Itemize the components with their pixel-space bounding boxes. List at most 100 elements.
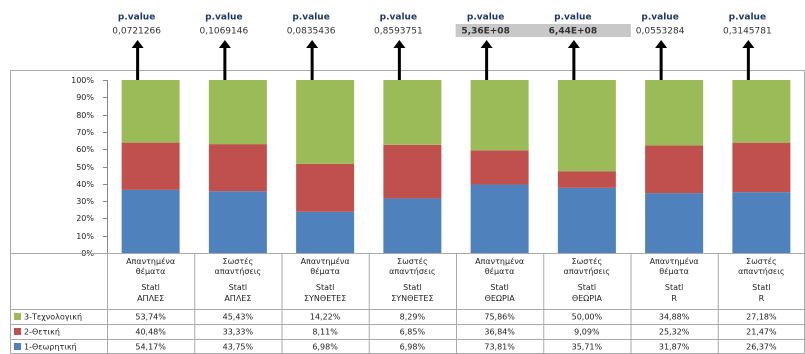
annotation-label: p.value: [205, 13, 242, 23]
bar-segment: [121, 80, 180, 143]
bar-segment: [470, 184, 529, 253]
category-label: Statl: [141, 283, 160, 292]
bar-segment: [557, 187, 616, 253]
category-label: Απαντημένα θέματα: [126, 257, 176, 276]
category-label: Σωστές απαντήσεις: [214, 257, 262, 276]
category-label: Statl: [315, 283, 335, 292]
category-label: ΑΠΛΕΣ: [224, 294, 252, 303]
table-value: 53,74%: [135, 313, 166, 322]
y-tick-label: 70%: [76, 128, 94, 137]
bar-segment: [208, 191, 267, 253]
table-value: 43,75%: [223, 343, 254, 352]
category-label: Σωστές απαντήσεις: [738, 257, 785, 276]
category-label: ΣΥΝΘΕΤΕΣ: [391, 294, 434, 303]
annotation-value: 0,3145781: [723, 27, 772, 37]
y-tick-label: 50%: [76, 163, 94, 172]
category-label: Απαντημένα θέματα: [475, 257, 525, 276]
legend-swatch: [14, 313, 21, 320]
bar-segment: [121, 142, 180, 190]
annotation-label: p.value: [729, 13, 766, 23]
annotation-highlight: [455, 24, 544, 37]
bar-segment: [296, 163, 355, 212]
annotation-value: 5,36E+08: [461, 27, 509, 37]
annotation-value: 6,44E+08: [549, 27, 597, 37]
arrow-head: [131, 40, 144, 48]
annotation-label: p.value: [467, 13, 504, 23]
table-value: 50,00%: [572, 313, 603, 322]
bar-segment: [470, 80, 529, 151]
category-label: R: [671, 294, 677, 303]
arrow-head: [480, 40, 493, 48]
bar-segment: [208, 80, 267, 145]
arrow-head: [655, 40, 668, 48]
category-label: Statl: [403, 283, 422, 292]
bar-segment: [296, 80, 355, 164]
category-label: Σωστές απαντήσεις: [389, 257, 436, 276]
bar-segment: [208, 144, 267, 192]
bar-segment: [732, 80, 791, 143]
legend-swatch: [14, 328, 21, 335]
annotation-value: 0,8593751: [374, 27, 423, 37]
arrow-head: [393, 40, 406, 48]
annotation-label: p.value: [292, 13, 329, 23]
arrow-head: [306, 40, 319, 48]
table-value: 35,71%: [572, 343, 603, 352]
bar-segment: [383, 80, 442, 145]
legend-label: 2-Θετική: [24, 328, 60, 337]
table-value: 36,84%: [484, 328, 515, 337]
annotation-label: p.value: [118, 13, 155, 23]
table-value: 26,37%: [746, 343, 777, 352]
category-label: Statl: [490, 283, 509, 292]
table-value: 54,17%: [135, 343, 166, 352]
bar-segment: [645, 145, 704, 194]
bar-segment: [645, 80, 704, 146]
table-value: 75,86%: [484, 313, 515, 322]
table-value: 25,32%: [659, 328, 690, 337]
bar-segment: [296, 211, 355, 253]
legend-label: 1-Θεωρητική: [24, 343, 77, 352]
bar-segment: [557, 171, 616, 188]
annotation-highlight: [542, 24, 631, 37]
category-label: Statl: [752, 283, 771, 292]
legend-swatch: [14, 343, 21, 350]
category-label: Απαντημένα θέματα: [300, 257, 350, 276]
annotation-value: 0,1069146: [200, 27, 249, 37]
category-label: Απαντημένα θέματα: [649, 257, 699, 276]
y-tick-label: 60%: [76, 145, 94, 154]
table-value: 6,85%: [400, 328, 426, 337]
table-value: 33,33%: [223, 328, 254, 337]
table-value: 45,43%: [223, 313, 254, 322]
bar-segment: [383, 198, 442, 253]
bar-segment: [645, 193, 704, 253]
category-label: ΣΥΝΘΕΤΕΣ: [303, 294, 347, 303]
arrow-head: [218, 40, 231, 48]
table-value: 31,87%: [659, 343, 690, 352]
table-value: 40,48%: [135, 328, 166, 337]
category-label: ΘΕΩΡΙΑ: [571, 294, 602, 303]
table-value: 9,09%: [574, 328, 600, 337]
annotation-label: p.value: [641, 13, 678, 23]
category-label: ΑΠΛΕΣ: [137, 294, 165, 303]
table-value: 73,81%: [484, 343, 515, 352]
annotation-value: 0,0835436: [287, 27, 336, 37]
y-tick-label: 20%: [76, 214, 94, 223]
y-tick-label: 40%: [76, 180, 94, 189]
annotation-label: p.value: [380, 13, 417, 23]
bar-segment: [121, 189, 180, 253]
table-value: 34,88%: [659, 313, 690, 322]
table-value: 6,98%: [400, 343, 426, 352]
y-tick-label: 10%: [76, 232, 94, 241]
arrow-head: [567, 40, 580, 48]
category-label: Statl: [664, 283, 684, 292]
table-value: 8,11%: [312, 328, 338, 337]
table-value: 21,47%: [746, 328, 777, 337]
category-label: Σωστές απαντήσεις: [563, 257, 611, 276]
y-tick-label: 90%: [76, 93, 94, 102]
arrow-head: [742, 40, 755, 48]
legend-label: 3-Τεχνολογική: [24, 313, 82, 322]
annotation-label: p.value: [554, 13, 591, 23]
category-label: ΘΕΩΡΙΑ: [484, 294, 515, 303]
bar-segment: [557, 80, 616, 172]
category-label: R: [758, 294, 765, 303]
